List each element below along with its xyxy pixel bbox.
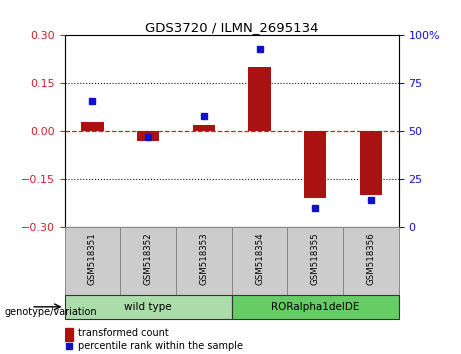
Text: GSM518352: GSM518352 [143,233,153,285]
Title: GDS3720 / ILMN_2695134: GDS3720 / ILMN_2695134 [145,21,319,34]
Bar [193,125,215,131]
Text: RORalpha1delDE: RORalpha1delDE [271,302,360,312]
Text: GSM518351: GSM518351 [88,233,97,285]
Bar [304,131,326,198]
Text: percentile rank within the sample: percentile rank within the sample [78,341,243,351]
Bar [81,122,104,131]
Text: GSM518354: GSM518354 [255,233,264,285]
Text: GSM518356: GSM518356 [366,233,375,285]
Bar [248,67,271,131]
Text: wild type: wild type [124,302,172,312]
Bar [343,227,399,295]
Bar [231,227,287,295]
Bar [360,131,382,195]
Bar [287,227,343,295]
Bar [65,227,120,295]
Bar [120,227,176,295]
Bar [65,295,231,319]
Text: GSM518353: GSM518353 [199,233,208,285]
Text: genotype/variation: genotype/variation [5,307,97,317]
Text: GSM518355: GSM518355 [311,233,320,285]
Bar [137,131,159,141]
Bar [231,295,399,319]
Bar [65,328,73,341]
Bar [176,227,231,295]
Text: transformed count: transformed count [78,328,169,338]
